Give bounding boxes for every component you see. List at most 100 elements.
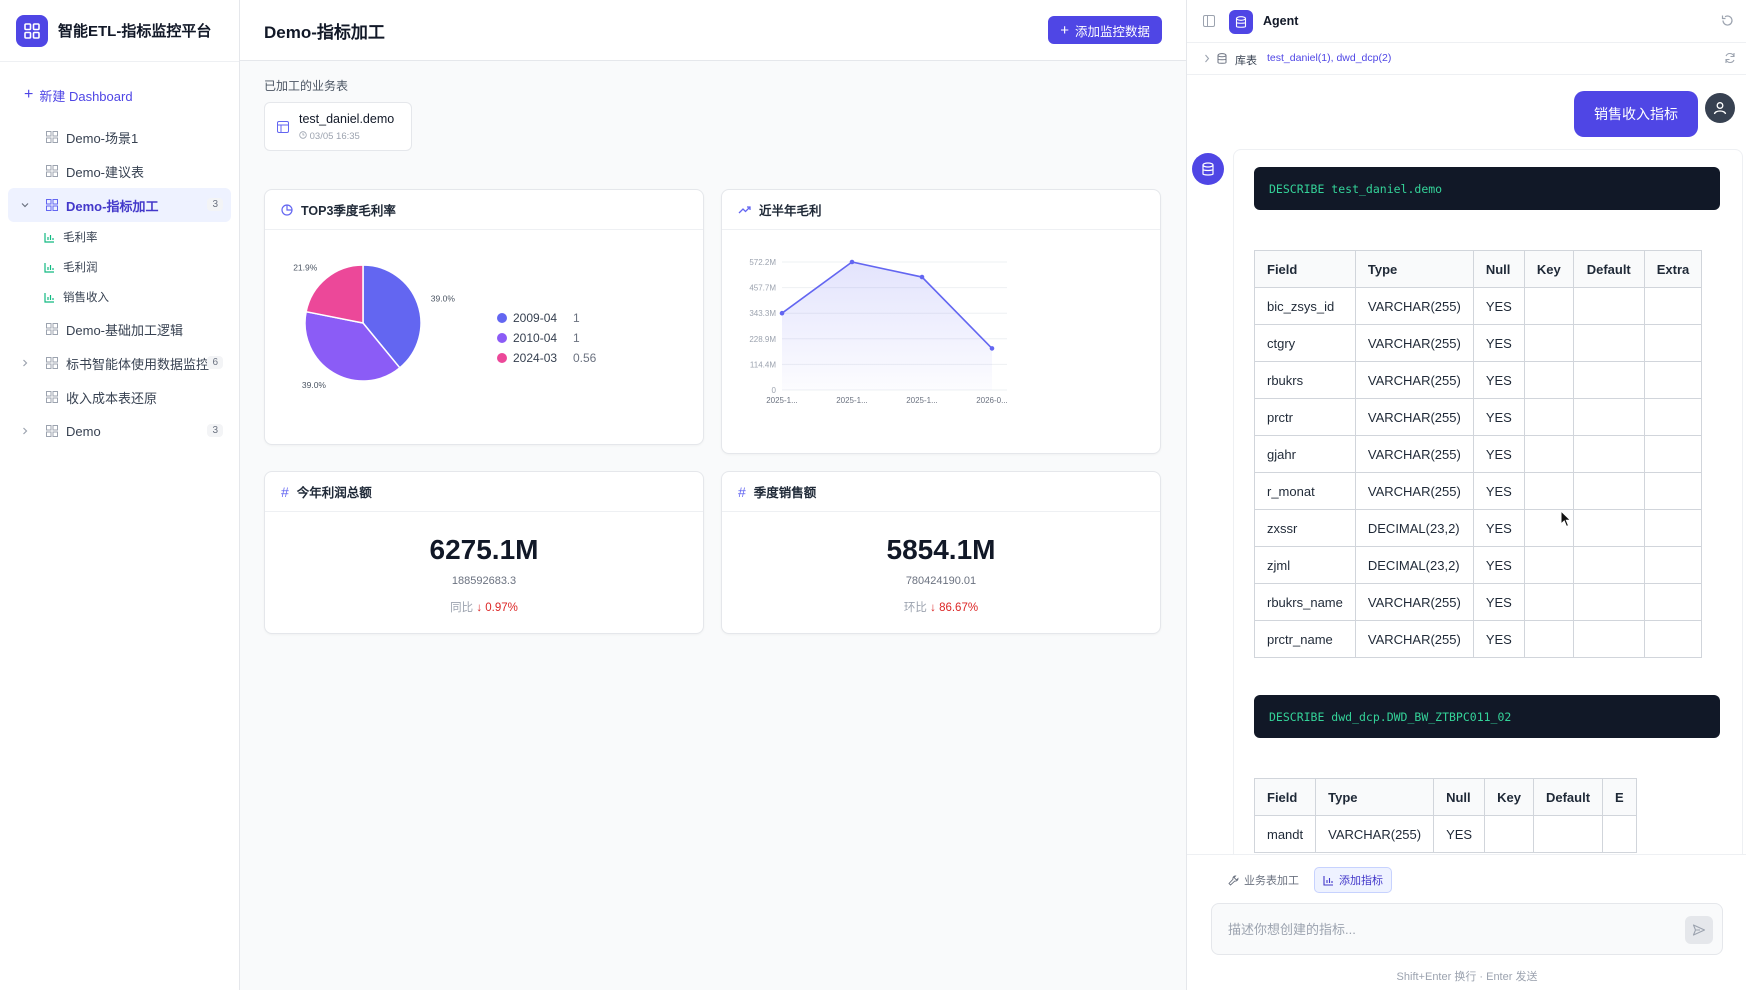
legend-item[interactable]: 2010-04 1 bbox=[497, 328, 596, 348]
sidebar: 智能ETL-指标监控平台 + 新建 Dashboard Demo-场景1 Dem… bbox=[0, 0, 240, 990]
add-monitor-data-button[interactable]: + 添加监控数据 bbox=[1048, 16, 1162, 44]
sidebar-item-bid-agent-monitor[interactable]: 标书智能体使用数据监控 6 bbox=[8, 346, 231, 380]
table-row: zxssr DECIMAL(23,2) YES bbox=[1254, 509, 1703, 547]
dashboard-icon bbox=[46, 357, 58, 369]
main-content: Demo-指标加工 + 添加监控数据 已加工的业务表 test_daniel.d… bbox=[240, 0, 1186, 990]
history-icon[interactable] bbox=[1721, 14, 1734, 30]
mouse-cursor-icon bbox=[1560, 510, 1572, 528]
table-cell: VARCHAR(255) bbox=[1354, 472, 1474, 510]
x-tick-label: 2025-1... bbox=[766, 396, 798, 405]
chat-thread[interactable]: 销售收入指标 DESCRIBE test_daniel.demo Field T… bbox=[1187, 76, 1746, 854]
chip-add-metric[interactable]: 添加指标 bbox=[1314, 867, 1392, 893]
pie-slice[interactable] bbox=[305, 264, 364, 324]
data-point[interactable] bbox=[989, 346, 995, 351]
sidebar-item-demo-metrics[interactable]: Demo-指标加工 3 bbox=[8, 188, 231, 222]
legend-label: 2024-03 bbox=[513, 351, 558, 365]
sidebar-item-demo-scene1[interactable]: Demo-场景1 bbox=[8, 120, 231, 154]
sidebar-item-demo[interactable]: Demo 3 bbox=[8, 414, 231, 448]
table-header-row: Field Type Null Key Default Extra bbox=[1254, 250, 1703, 288]
chevron-right-icon[interactable] bbox=[20, 424, 30, 439]
kpi-card-quarter-sales: # 季度销售额 5854.1M 780424190.01 环比 ↓ 86.67% bbox=[721, 471, 1161, 634]
plus-icon: + bbox=[1060, 21, 1069, 39]
legend-item[interactable]: 2024-03 0.56 bbox=[497, 348, 596, 368]
count-badge: 6 bbox=[207, 356, 223, 369]
table-cell: VARCHAR(255) bbox=[1354, 620, 1474, 658]
table-icon bbox=[277, 121, 289, 136]
clock-icon bbox=[299, 131, 307, 139]
table-cell: DECIMAL(23,2) bbox=[1354, 509, 1474, 547]
sidebar-subitem-gross-profit[interactable]: 毛利润 bbox=[0, 252, 239, 282]
processed-table-name: test_daniel.demo bbox=[299, 112, 395, 126]
table-cell: VARCHAR(255) bbox=[1354, 287, 1474, 325]
table-cell: YES bbox=[1472, 398, 1525, 436]
chevron-right-icon[interactable] bbox=[1203, 54, 1211, 66]
message-input[interactable] bbox=[1212, 904, 1672, 954]
data-point[interactable] bbox=[779, 310, 785, 316]
processed-tables-label: 已加工的业务表 bbox=[264, 79, 349, 93]
wrench-icon bbox=[1228, 875, 1239, 886]
area-chart: 572.2M457.7M343.3M228.9M114.4M02025-1...… bbox=[749, 258, 1008, 405]
table-cell bbox=[1572, 361, 1645, 399]
sidebar-item-demo-base-logic[interactable]: Demo-基础加工逻辑 bbox=[8, 312, 231, 346]
library-label: 库表 bbox=[1235, 55, 1257, 67]
table-cell: VARCHAR(255) bbox=[1315, 815, 1435, 853]
sidebar-toggle-icon[interactable] bbox=[1203, 15, 1215, 30]
table-cell: YES bbox=[1472, 361, 1525, 399]
table-cell bbox=[1643, 435, 1703, 473]
table-cell bbox=[1523, 472, 1574, 510]
legend-value: 0.56 bbox=[573, 351, 597, 365]
table-cell: ctgry bbox=[1254, 324, 1356, 362]
sidebar-subitem-sales-revenue[interactable]: 销售收入 bbox=[0, 282, 239, 312]
table-cell: YES bbox=[1472, 287, 1525, 325]
pie-slice[interactable] bbox=[304, 310, 401, 382]
kpi-change: 环比 ↓ 86.67% bbox=[722, 599, 1160, 615]
table-cell bbox=[1643, 546, 1703, 584]
send-button[interactable] bbox=[1685, 916, 1713, 944]
y-tick-label: 572.2M bbox=[749, 258, 776, 267]
table-cell: VARCHAR(255) bbox=[1354, 361, 1474, 399]
table-row: r_monat VARCHAR(255) YES bbox=[1254, 472, 1703, 510]
chevron-right-icon[interactable] bbox=[20, 356, 30, 371]
chip-table-processing[interactable]: 业务表加工 bbox=[1219, 867, 1308, 893]
sidebar-item-revenue-cost[interactable]: 收入成本表还原 bbox=[8, 380, 231, 414]
processed-table-card[interactable]: test_daniel.demo 03/05 16:35 bbox=[264, 102, 412, 151]
table-cell bbox=[1643, 509, 1703, 547]
table-cell bbox=[1572, 509, 1645, 547]
data-point[interactable] bbox=[919, 274, 925, 280]
table-cell bbox=[1523, 361, 1574, 399]
table-cell bbox=[1643, 324, 1703, 362]
legend-item[interactable]: 2009-04 1 bbox=[497, 308, 596, 328]
pie-slice[interactable] bbox=[362, 264, 422, 369]
data-point[interactable] bbox=[849, 259, 855, 265]
schema-table: Field Type Null Key Default E mandt VARCH… bbox=[1253, 778, 1637, 853]
bar-chart-icon bbox=[44, 262, 55, 273]
sidebar-item-demo-suggest[interactable]: Demo-建议表 bbox=[8, 154, 231, 188]
chevron-down-icon[interactable] bbox=[20, 198, 30, 213]
table-cell bbox=[1523, 546, 1574, 584]
schema-table: Field Type Null Key Default Extra bic_zs… bbox=[1254, 250, 1703, 658]
table-cell bbox=[1523, 620, 1574, 658]
refresh-icon[interactable] bbox=[1724, 52, 1736, 67]
table-cell: YES bbox=[1472, 509, 1525, 547]
bar-chart-icon bbox=[1323, 875, 1334, 886]
library-selector[interactable]: 库表 test_daniel(1), dwd_dcp(2) bbox=[1187, 43, 1746, 75]
composer: 业务表加工 添加指标 Shift+Enter 换行 · Enter 发送 bbox=[1187, 854, 1746, 990]
y-tick-label: 457.7M bbox=[749, 284, 776, 293]
sidebar-subitem-gross-margin-rate[interactable]: 毛利率 bbox=[0, 222, 239, 252]
new-dashboard-button[interactable]: + 新建 Dashboard bbox=[24, 84, 239, 106]
table-row: rbukrs VARCHAR(255) YES bbox=[1254, 361, 1703, 399]
user-avatar-icon bbox=[1705, 93, 1735, 123]
column-header: Field bbox=[1254, 250, 1356, 288]
table-row: bic_zsys_id VARCHAR(255) YES bbox=[1254, 287, 1703, 325]
table-cell: YES bbox=[1472, 472, 1525, 510]
kpi-raw-value: 188592683.3 bbox=[451, 575, 517, 587]
chip-label: 添加指标 bbox=[1339, 875, 1383, 887]
x-tick-label: 2026-0... bbox=[976, 396, 1008, 405]
pie-percent-label: 39.0% bbox=[302, 380, 327, 390]
column-header: Type bbox=[1354, 250, 1474, 288]
table-cell: VARCHAR(255) bbox=[1354, 324, 1474, 362]
table-cell bbox=[1643, 620, 1703, 658]
legend-swatch bbox=[497, 353, 507, 363]
y-tick-label: 114.4M bbox=[750, 360, 776, 369]
kpi-change: 同比 ↓ 0.97% bbox=[265, 599, 703, 615]
